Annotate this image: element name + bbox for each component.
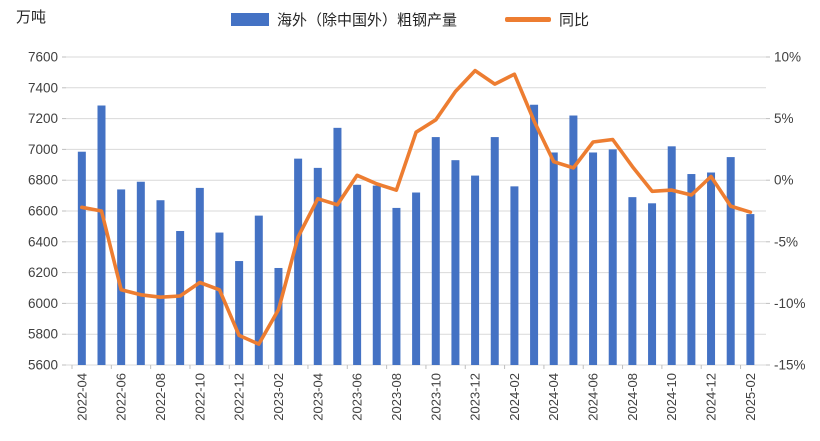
production-bar <box>471 175 480 365</box>
production-bar <box>431 137 440 365</box>
production-bar <box>294 158 303 365</box>
right-axis-tick-label: 10% <box>774 50 801 65</box>
x-axis-tick-label: 2022-10 <box>192 373 207 421</box>
left-axis-tick-label: 6600 <box>28 204 58 219</box>
legend-item-yoy: 同比 <box>505 9 589 30</box>
production-bar <box>392 207 401 365</box>
production-bar <box>451 160 460 365</box>
left-axis-tick-label: 6400 <box>28 234 58 249</box>
left-axis-tick-label: 7000 <box>28 142 58 157</box>
production-bar <box>412 192 421 365</box>
production-bar <box>215 232 224 365</box>
right-axis-tick-label: -5% <box>774 234 798 249</box>
left-axis-tick-label: 7400 <box>28 80 58 95</box>
production-bar <box>235 261 244 365</box>
production-bar <box>707 172 716 365</box>
production-bar <box>589 152 598 365</box>
x-axis-tick-label: 2024-02 <box>507 373 522 421</box>
production-bar <box>726 157 735 365</box>
bar-series-swatch <box>230 13 269 26</box>
left-axis-tick-label: 6200 <box>28 265 58 280</box>
production-bar <box>648 203 657 365</box>
left-axis-tick-label: 6800 <box>28 173 58 188</box>
production-bar <box>117 189 126 365</box>
right-axis-tick-label: 5% <box>774 111 794 126</box>
x-axis-tick-label: 2023-06 <box>350 373 365 421</box>
production-bar <box>136 181 145 365</box>
legend-item-production: 海外（除中国外）粗钢产量 <box>230 9 457 30</box>
right-axis-tick-label: 0% <box>774 173 794 188</box>
x-axis-tick-label: 2024-08 <box>625 373 640 421</box>
production-bar <box>254 215 263 365</box>
x-axis-tick-label: 2022-04 <box>74 373 89 421</box>
left-axis-tick-label: 6000 <box>28 296 58 311</box>
production-bar <box>156 200 165 365</box>
x-axis-tick-label: 2025-02 <box>743 373 758 421</box>
axis-unit-label: 万吨 <box>16 9 47 26</box>
production-bar <box>97 105 106 365</box>
production-bar <box>608 149 617 365</box>
x-axis-tick-label: 2023-08 <box>389 373 404 421</box>
right-axis-tick-label: -10% <box>774 296 806 311</box>
x-axis-tick-label: 2024-10 <box>664 373 679 421</box>
production-bar <box>353 184 362 365</box>
production-bar <box>510 186 519 365</box>
left-axis-tick-label: 5600 <box>28 358 58 373</box>
legend: 海外（除中国外）粗钢产量 同比 <box>0 9 820 30</box>
production-bar <box>195 187 204 365</box>
line-series-swatch <box>505 17 551 22</box>
production-bar <box>530 104 539 366</box>
left-axis-tick-label: 5800 <box>28 327 58 342</box>
production-bar <box>490 137 499 365</box>
x-axis-tick-label: 2022-06 <box>114 373 129 421</box>
production-bar <box>687 174 696 365</box>
production-bar <box>313 167 322 365</box>
x-axis-tick-label: 2023-04 <box>310 373 325 421</box>
production-bar <box>333 127 342 365</box>
x-axis-tick-label: 2024-06 <box>586 373 601 421</box>
production-bar <box>667 146 676 365</box>
legend-label-yoy: 同比 <box>559 12 590 29</box>
left-axis-tick-label: 7600 <box>28 50 58 65</box>
legend-label-production: 海外（除中国外）粗钢产量 <box>276 12 457 29</box>
x-axis-tick-label: 2023-10 <box>428 373 443 421</box>
production-bar <box>77 151 86 365</box>
production-bar <box>746 214 755 365</box>
production-bar <box>372 185 381 365</box>
x-axis-tick-label: 2024-04 <box>546 373 561 421</box>
x-axis-tick-label: 2022-08 <box>153 373 168 421</box>
yoy-line <box>80 68 753 346</box>
right-axis-tick-label: -15% <box>774 358 806 373</box>
production-bar <box>176 231 185 365</box>
left-axis-tick-label: 7200 <box>28 111 58 126</box>
x-axis-tick-label: 2023-02 <box>271 373 286 421</box>
x-axis-tick-label: 2024-12 <box>704 373 719 421</box>
production-bar <box>569 115 578 366</box>
production-bar <box>274 267 283 365</box>
production-bar <box>549 152 558 365</box>
x-axis-tick-label: 2022-12 <box>232 373 247 421</box>
x-axis-tick-label: 2023-12 <box>468 373 483 421</box>
production-bar <box>628 197 637 365</box>
